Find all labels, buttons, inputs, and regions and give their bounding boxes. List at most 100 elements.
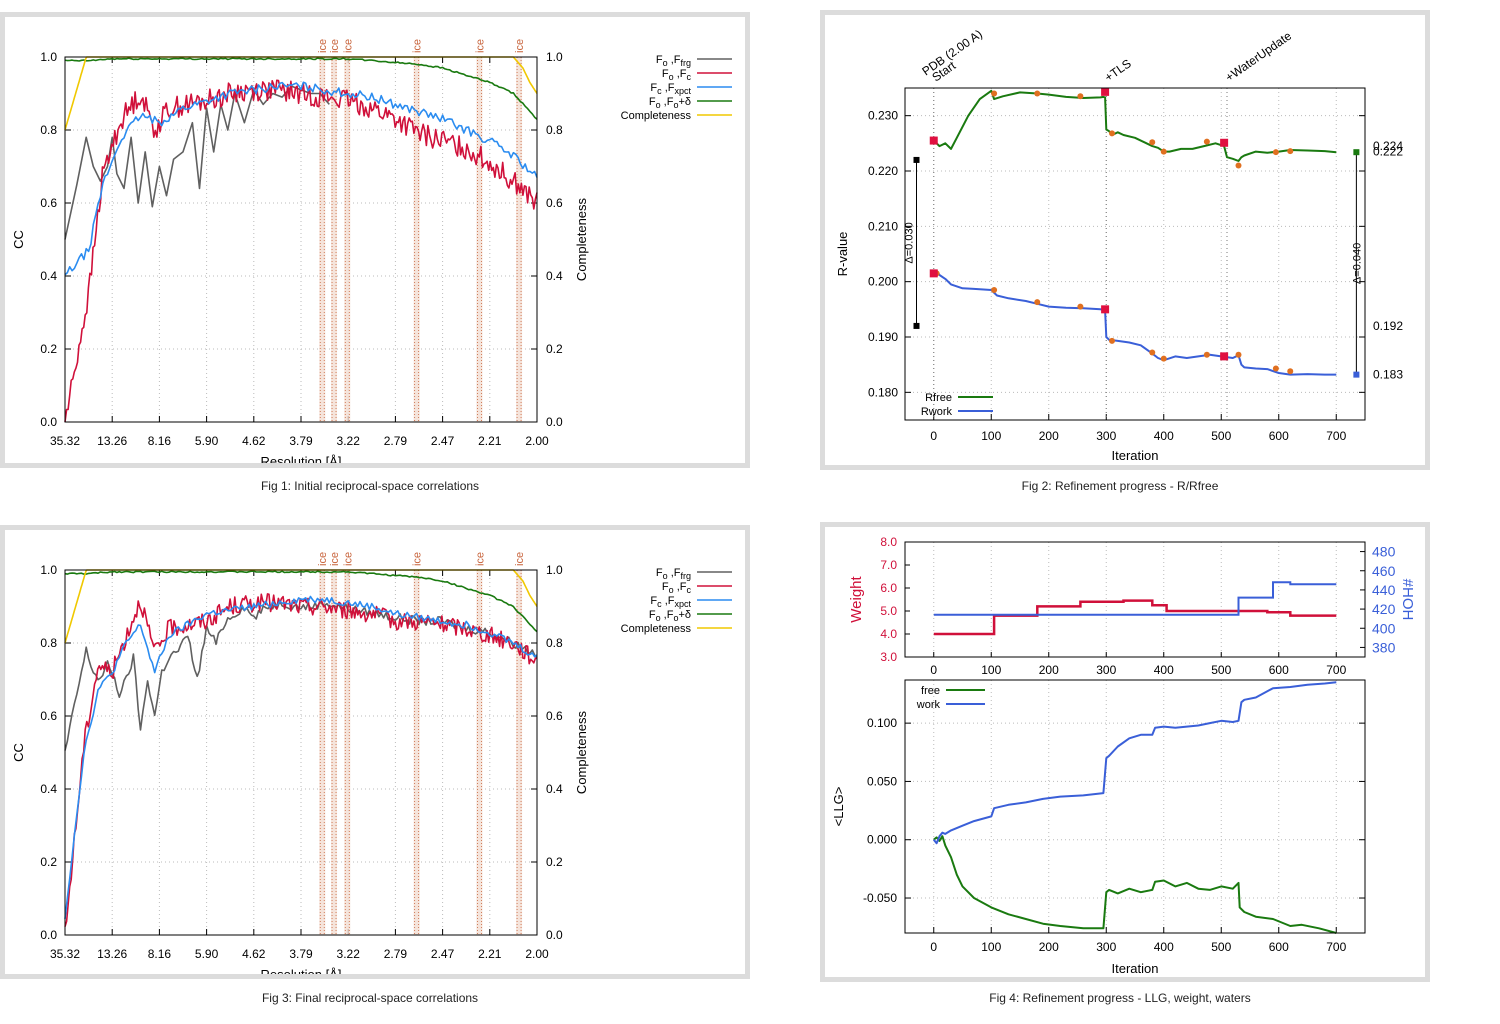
ice-band [476, 570, 483, 935]
right-value-label: 0.192 [1373, 319, 1403, 333]
legend-label: Fc ,Fxpct [650, 595, 691, 609]
weight-axis-label: Weight [848, 575, 865, 622]
plot-frame [904, 87, 1366, 421]
x-tick-label: 200 [1039, 940, 1059, 954]
y-axis-label: CC [11, 743, 26, 762]
x-tick-label: 4.62 [242, 434, 266, 448]
y-tick-label: 0.230 [868, 109, 898, 123]
hoh-axis-label: #HOH [1399, 579, 1416, 621]
x-tick-label: 2.00 [525, 947, 549, 961]
ice-band [331, 570, 338, 935]
hoh-tick-label: 380 [1372, 639, 1396, 655]
legend-label: Fo ,Fc [662, 581, 692, 595]
marker-orange [991, 286, 998, 293]
right-value-label: 0.183 [1373, 368, 1403, 382]
marker-orange [1235, 351, 1242, 358]
marker-orange [1235, 162, 1242, 169]
delta-label-left: Δ=0.030 [904, 222, 916, 263]
marker-orange [1160, 355, 1167, 362]
marker-orange [1149, 139, 1156, 146]
ice-label: ice [329, 552, 341, 566]
y-axis-label: R-value [835, 232, 850, 277]
y2-tick-label: 0.6 [546, 196, 563, 210]
weight-tick-label: 8.0 [880, 535, 897, 549]
x-tick-label: 2.21 [478, 434, 502, 448]
x-tick-label: 3.22 [337, 947, 361, 961]
marker-red [1101, 87, 1110, 96]
legend-label: Fc ,Fxpct [650, 82, 691, 96]
legend-label: Rfree [925, 392, 952, 404]
series-line-fofc [64, 593, 538, 927]
x-tick-label: 100 [981, 940, 1001, 954]
x-tick-label: 5.90 [195, 434, 219, 448]
x-tick-label: 400 [1154, 940, 1174, 954]
ice-label: ice [514, 552, 526, 566]
marker-orange [1034, 299, 1041, 306]
x-tick-label: 500 [1211, 429, 1231, 443]
x-tick-label: 300 [1096, 940, 1116, 954]
delta-marker [913, 156, 920, 163]
x-tick-label: 4.62 [242, 947, 266, 961]
x-tick-label: 400 [1154, 663, 1174, 677]
y-tick-label: 0.8 [40, 123, 57, 137]
hoh-tick-label: 440 [1372, 582, 1396, 598]
x-tick-label: 300 [1096, 429, 1116, 443]
y2-tick-label: 0.8 [546, 123, 563, 137]
y-tick-label: 0.180 [868, 385, 898, 399]
x-tick-label: 2.79 [384, 947, 408, 961]
marker-orange [1149, 349, 1156, 356]
end-marker-work [1353, 371, 1360, 378]
weight-tick-label: 7.0 [880, 558, 897, 572]
marker-red [1220, 352, 1229, 361]
hoh-tick-label: 480 [1372, 544, 1396, 560]
ice-band [516, 57, 523, 422]
x-tick-label: 35.32 [50, 434, 80, 448]
fig2-chart: 0 100 200 300 400 500 600 700 0.180 0.190 0.200 0.2… [835, 27, 1403, 463]
series-line-llg-work [933, 681, 1337, 845]
fig4-chart: 0 100 200 300 400 500 600 700 3.0 4.0 5.0 6.0 7.0 8.0… [831, 535, 1416, 976]
y-tick-label: 0.220 [868, 164, 898, 178]
marker-orange [991, 90, 998, 97]
ice-label: ice [474, 552, 486, 566]
y-tick-label: -0.050 [863, 891, 897, 905]
series-line-fofo [64, 57, 538, 120]
y2-tick-label: 1.0 [546, 50, 563, 64]
y-tick-label: 0.2 [40, 855, 57, 869]
fig1-caption: Fig 1: Initial reciprocal-space correlat… [260, 479, 480, 493]
delta-label-right: Δ=0.040 [1351, 243, 1363, 284]
ice-label: ice [329, 39, 341, 53]
ice-label: ice [412, 552, 424, 566]
y-axis-label: CC [11, 230, 26, 249]
y2-tick-label: 0.4 [546, 782, 563, 796]
legend-label: Completeness [621, 110, 692, 122]
x-axis-label: Iteration [1112, 448, 1159, 463]
x-tick-label: 35.32 [50, 947, 80, 961]
x-tick-label: 3.79 [289, 947, 313, 961]
y-tick-label: 0.4 [40, 269, 57, 283]
y2-tick-label: 1.0 [546, 563, 563, 577]
marker-red [929, 269, 938, 278]
x-tick-label: 13.26 [97, 947, 127, 961]
y-tick-label: 0.000 [867, 833, 897, 847]
y2-tick-label: 0.2 [546, 855, 563, 869]
y-tick-label: 0.200 [868, 275, 898, 289]
ice-label: ice [342, 552, 354, 566]
x-tick-label: 8.16 [148, 434, 172, 448]
marker-orange [1109, 130, 1115, 137]
legend-label: work [916, 699, 941, 711]
x-tick-label: 600 [1269, 429, 1289, 443]
weight-tick-label: 4.0 [880, 627, 897, 641]
x-tick-label: 200 [1039, 663, 1059, 677]
y2-tick-label: 0.2 [546, 342, 563, 356]
y-tick-label: 1.0 [40, 563, 57, 577]
fig2-caption: Fig 2: Refinement progress - R/Rfree [1021, 479, 1219, 493]
x-tick-label: 5.90 [195, 947, 219, 961]
series-line-rwork [933, 269, 1337, 376]
plot-frame-bottom [904, 679, 1366, 934]
marker-orange [1287, 368, 1294, 375]
y-tick-label: 0.6 [40, 709, 57, 723]
series-line-fcfxpct [64, 81, 538, 276]
x-tick-label: 3.22 [337, 434, 361, 448]
ice-band [319, 57, 326, 422]
fig3-panel: 35.32 13.26 8.16 5.90 4.62 3.79 3.22 2.79 2.47 2.… [0, 525, 750, 979]
